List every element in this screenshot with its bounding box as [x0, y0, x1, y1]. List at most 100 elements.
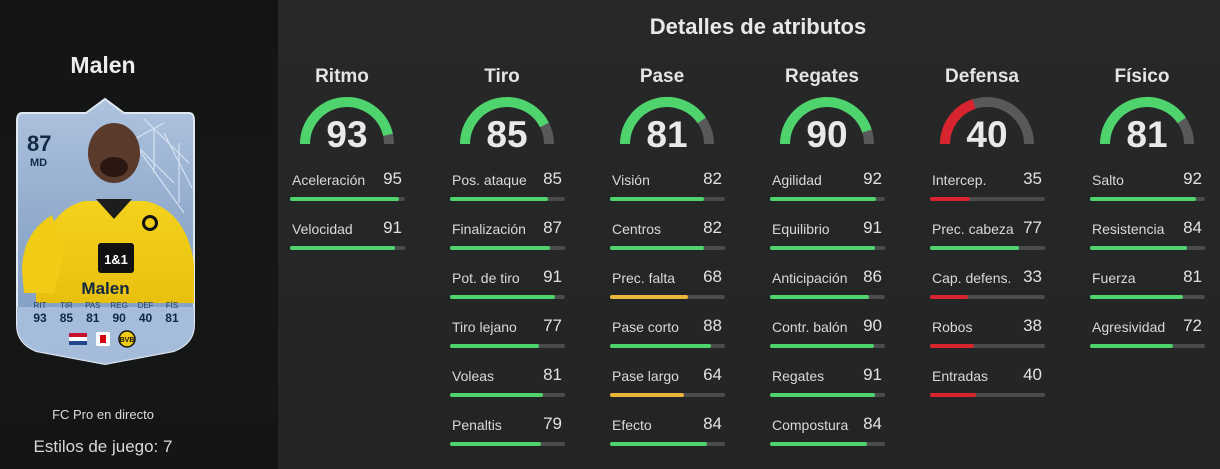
attribute-bar-fill — [610, 393, 684, 397]
attr-group-value: 40 — [966, 114, 1008, 155]
attribute-bar-fill — [610, 442, 707, 446]
attribute-row: Aceleración 95 — [290, 169, 405, 212]
attribute-value: 92 — [863, 169, 882, 188]
gauge-fill — [620, 97, 706, 145]
attribute-bar-fill — [450, 442, 541, 446]
attribute-label: Prec. cabeza — [932, 221, 1014, 237]
attribute-row: Prec. cabeza 77 — [930, 218, 1045, 261]
attribute-bar-fill — [1090, 295, 1184, 299]
gauge-fill — [940, 99, 976, 145]
attribute-bar — [450, 295, 565, 299]
attr-group-name: Tiro — [484, 66, 520, 87]
attribute-row: Intercep. 35 — [930, 169, 1045, 212]
attribute-label: Regates — [772, 368, 825, 384]
attribute-bar — [610, 246, 725, 250]
attributes-panel — [278, 0, 1220, 469]
attribute-label: Salto — [1092, 172, 1124, 188]
attribute-value: 81 — [1183, 267, 1202, 286]
attribute-bar-fill — [450, 393, 544, 397]
player-name-heading: Malen — [70, 52, 136, 78]
attribute-bar — [610, 295, 725, 299]
attr-group-name: Defensa — [945, 66, 1019, 87]
attribute-row: Equilibrio 91 — [770, 218, 885, 261]
attribute-label: Aceleración — [292, 172, 366, 188]
attribute-label: Prec. falta — [612, 270, 676, 286]
attribute-row: Compostura 84 — [770, 414, 885, 457]
attribute-label: Agresividad — [1092, 319, 1166, 335]
attribute-bar — [930, 393, 1045, 397]
attribute-bar — [450, 344, 565, 348]
attr-gauge — [1100, 97, 1194, 145]
attribute-value: 91 — [863, 365, 882, 384]
attribute-label: Voleas — [452, 368, 495, 384]
card-stat-value: 93 — [33, 311, 47, 325]
attribute-row: Finalización 87 — [450, 218, 565, 261]
card-player-name: Malen — [81, 279, 130, 298]
playstyles-count[interactable]: Estilos de juego: 7 — [33, 437, 173, 456]
attribute-row: Salto 92 — [1090, 169, 1205, 212]
attribute-row: Pot. de tiro 91 — [450, 267, 565, 310]
attribute-bar-fill — [610, 246, 705, 250]
attribute-value: 91 — [863, 218, 882, 237]
attribute-bar-fill — [930, 197, 971, 201]
player-card[interactable]: 1&1 BVB — [14, 93, 197, 366]
attribute-bar-fill — [610, 295, 689, 299]
card-stat-value: 85 — [59, 311, 74, 325]
attr-group-value: 81 — [1126, 114, 1168, 155]
attribute-bar — [450, 393, 565, 397]
attribute-row: Velocidad 91 — [290, 218, 405, 261]
attribute-value: 33 — [1023, 267, 1042, 286]
attribute-row: Contr. balón 90 — [770, 316, 885, 359]
attribute-label: Pot. de tiro — [452, 270, 520, 286]
attribute-row: Voleas 81 — [450, 365, 565, 408]
attribute-value: 64 — [703, 365, 722, 384]
gauge-fill — [1100, 97, 1186, 145]
attribute-row: Anticipación 86 — [770, 267, 885, 310]
card-stat-label: RIT — [33, 301, 47, 310]
attribute-bar — [610, 344, 725, 348]
attribute-row: Robos 38 — [930, 316, 1045, 359]
card-stats-row: RIT 93 TIR 85 PAS 81 REG 90 DEF 40 FÍS 81 — [27, 301, 185, 325]
attribute-value: 92 — [1183, 169, 1202, 188]
attribute-value: 84 — [863, 414, 882, 433]
card-stat-rit: RIT 93 — [27, 301, 53, 325]
card-background: 1&1 BVB — [16, 97, 195, 366]
attribute-label: Velocidad — [292, 221, 353, 237]
attribute-bar — [770, 344, 885, 348]
attribute-label: Intercep. — [932, 172, 987, 188]
attr-group-name: Físico — [1114, 66, 1170, 87]
attribute-bar-fill — [770, 246, 875, 250]
attr-group-value: 81 — [646, 114, 688, 155]
attribute-row: Entradas 40 — [930, 365, 1045, 408]
card-stat-reg: REG 90 — [106, 301, 132, 325]
attribute-bar-fill — [770, 295, 869, 299]
attribute-value: 79 — [543, 414, 562, 433]
attribute-value: 87 — [543, 218, 562, 237]
attribute-bar-fill — [610, 344, 712, 348]
card-position: MD — [30, 157, 48, 169]
attribute-value: 88 — [703, 316, 722, 335]
attribute-bar — [450, 442, 565, 446]
attr-group-value: 93 — [326, 114, 368, 155]
svg-text:1&1: 1&1 — [104, 252, 128, 267]
attribute-label: Anticipación — [772, 270, 848, 286]
attribute-label: Centros — [612, 221, 662, 237]
attribute-value: 38 — [1023, 316, 1042, 335]
attribute-bar — [930, 344, 1045, 348]
attribute-row: Agilidad 92 — [770, 169, 885, 212]
attr-group-value: 85 — [486, 114, 528, 155]
attribute-value: 91 — [543, 267, 562, 286]
attribute-row: Cap. defens. 33 — [930, 267, 1045, 310]
attribute-row: Visión 82 — [610, 169, 725, 212]
attribute-value: 82 — [703, 169, 722, 188]
attribute-bar-fill — [290, 246, 395, 250]
attribute-label: Agilidad — [772, 172, 822, 188]
attribute-row: Agresividad 72 — [1090, 316, 1205, 359]
attribute-bar — [770, 393, 885, 397]
attribute-row: Tiro lejano 77 — [450, 316, 565, 359]
attribute-bar — [450, 246, 565, 250]
attribute-bar-fill — [930, 295, 968, 299]
card-rating: 87 — [27, 131, 52, 156]
attr-group-value: 90 — [806, 114, 848, 155]
attribute-label: Tiro lejano — [452, 319, 517, 335]
